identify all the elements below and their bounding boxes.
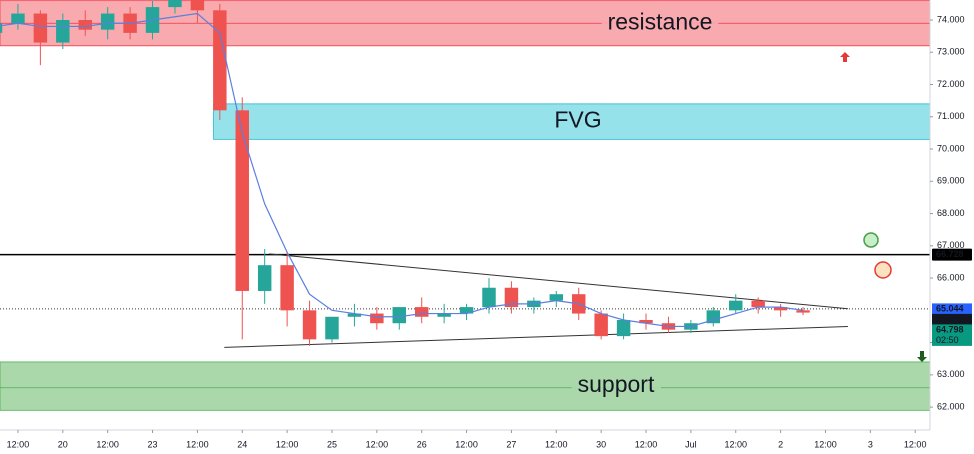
- candle-body: [347, 313, 362, 317]
- zone-label: resistance: [608, 8, 713, 34]
- zone: [0, 361, 931, 411]
- x-tick-label: 3: [868, 439, 873, 449]
- zone-label-bg: [571, 386, 661, 389]
- time-axis-bg: [0, 430, 930, 454]
- candle-body: [549, 294, 564, 301]
- candle-body: [302, 310, 317, 340]
- marker-circle: [863, 232, 879, 248]
- price-tag-label: 64.936: [936, 314, 964, 324]
- candle-body: [78, 20, 92, 30]
- price-tag-label: 64.798: [936, 324, 964, 334]
- candle-body: [168, 0, 182, 8]
- price-axis-bg: [930, 0, 974, 454]
- level-tag-label: 66.728: [936, 249, 964, 259]
- x-tick-label: 27: [506, 439, 516, 449]
- candle-body: [639, 320, 653, 324]
- trend-line: [269, 253, 848, 310]
- zone-label: support: [578, 371, 655, 397]
- x-tick-label: 12:00: [724, 439, 747, 449]
- candle-body: [235, 110, 249, 291]
- x-tick-label: 30: [596, 439, 606, 449]
- candle-body: [11, 13, 25, 24]
- x-tick-label: 20: [58, 439, 68, 449]
- price-tag: [932, 324, 972, 336]
- y-tick-label: 69.000: [937, 176, 965, 186]
- candle-body: [100, 13, 115, 30]
- y-tick-label: 74.000: [937, 14, 965, 24]
- price-tag: [932, 303, 972, 315]
- zone-label-bg: [601, 22, 719, 25]
- candle-body: [459, 307, 474, 314]
- zone-label: FVG: [554, 107, 601, 133]
- candle-body: [392, 307, 407, 324]
- candle-body: [729, 300, 743, 311]
- candle-body: [616, 320, 631, 337]
- zone: [213, 103, 931, 140]
- candle-body: [594, 313, 608, 337]
- y-tick-label: 73.000: [937, 47, 965, 57]
- candle-body: [0, 23, 3, 33]
- candle-body: [257, 265, 272, 291]
- y-tick-label: 68.000: [937, 208, 965, 218]
- x-tick-label: 23: [148, 439, 158, 449]
- candle-body: [370, 313, 384, 324]
- y-tick-label: 67.000: [937, 240, 965, 250]
- up-arrow: [840, 52, 850, 62]
- candle-body: [751, 300, 765, 308]
- price-tag-label: 65.044: [936, 303, 964, 313]
- x-tick-label: 12:00: [455, 439, 478, 449]
- candle-body: [325, 316, 339, 340]
- y-tick-label: 72.000: [937, 79, 965, 89]
- x-tick-label: Jul: [685, 439, 697, 449]
- candle-body: [414, 307, 429, 317]
- countdown-label: 02:50: [936, 335, 959, 345]
- candle-body: [56, 20, 70, 43]
- y-tick-label: 71.000: [937, 111, 965, 121]
- countdown-tag: [932, 334, 972, 346]
- level-tag: [932, 248, 972, 261]
- x-tick-label: 12:00: [7, 439, 30, 449]
- x-tick-label: 12:00: [366, 439, 389, 449]
- candle-body: [482, 287, 496, 308]
- candle-body: [213, 10, 227, 111]
- candle-body: [437, 313, 451, 317]
- candle-body: [706, 310, 721, 324]
- x-tick-label: 12:00: [96, 439, 119, 449]
- x-tick-label: 12:00: [904, 439, 927, 449]
- trend-line: [224, 325, 848, 348]
- x-tick-label: 12:00: [814, 439, 837, 449]
- x-tick-label: 12:00: [276, 439, 299, 449]
- candle-body: [504, 287, 519, 308]
- candle-body: [190, 0, 205, 11]
- x-tick-label: 24: [237, 439, 247, 449]
- y-tick-label: 66.000: [937, 272, 965, 282]
- x-tick-label: 26: [417, 439, 427, 449]
- price-tag: [932, 313, 972, 325]
- y-tick-label: 63.000: [937, 369, 965, 379]
- marker-circle: [874, 261, 892, 279]
- x-tick-label: 12:00: [635, 439, 658, 449]
- candle-body: [796, 310, 810, 313]
- x-tick-label: 12:00: [545, 439, 568, 449]
- x-tick-label: 25: [327, 439, 337, 449]
- moving-average: [0, 12, 804, 328]
- y-tick-label: 62.000: [937, 401, 965, 411]
- y-tick-label: 70.000: [937, 143, 965, 153]
- x-tick-label: 12:00: [186, 439, 209, 449]
- candle-body: [773, 307, 788, 311]
- candle-body: [33, 13, 48, 43]
- candle-body: [280, 265, 294, 311]
- down-arrow: [917, 351, 927, 362]
- x-tick-label: 2: [778, 439, 783, 449]
